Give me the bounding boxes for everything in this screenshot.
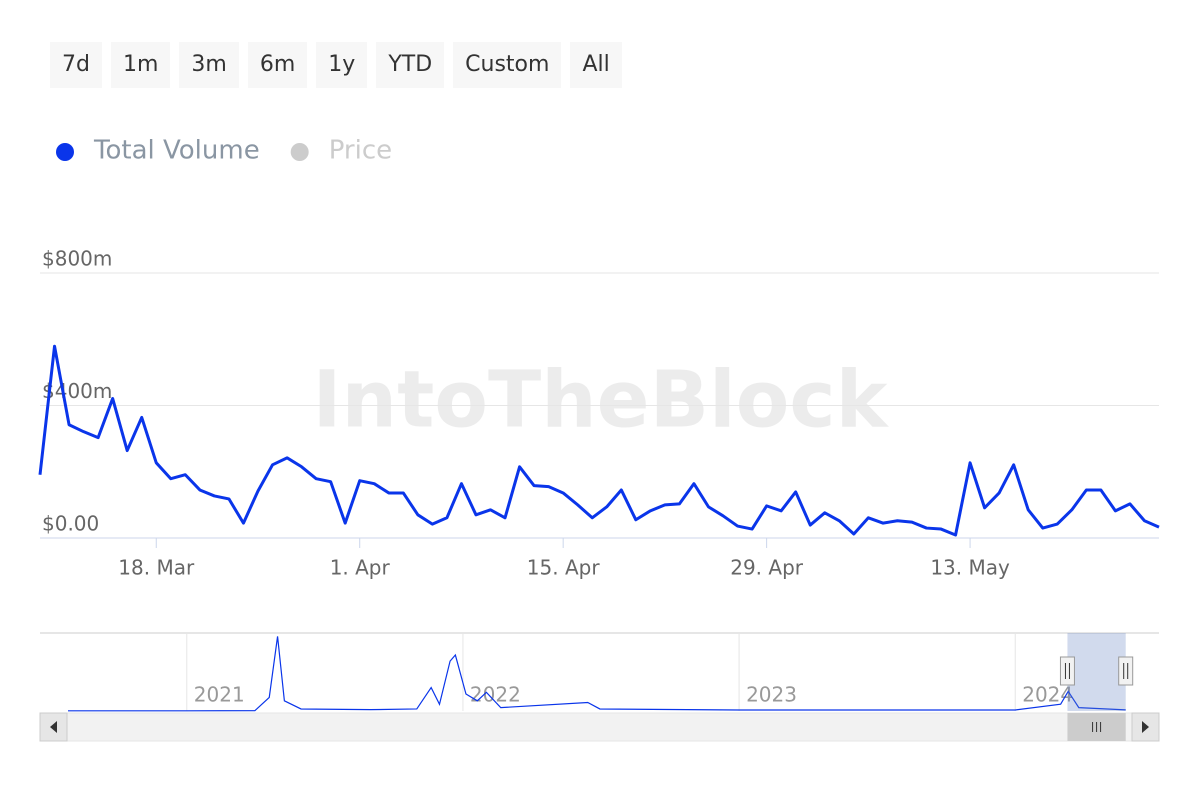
x-tick-label: 1. Apr [330, 556, 391, 580]
legend-label[interactable]: Total Volume [93, 136, 260, 166]
navigator-line [68, 636, 1126, 712]
range-button[interactable]: All [570, 42, 622, 88]
x-tick-label: 29. Apr [730, 556, 804, 580]
navigator-tick-label: 2022 [470, 683, 521, 707]
range-selector: 7d 1m 3m 6m 1y YTD Custom All [50, 42, 622, 88]
x-tick-label: 18. Mar [118, 556, 195, 580]
navigator-handle[interactable] [1118, 656, 1134, 686]
range-button[interactable]: 7d [50, 42, 102, 88]
navigator-mask[interactable] [1067, 633, 1126, 711]
x-tick-label: 15. Apr [527, 556, 601, 580]
y-tick-label: $400m [42, 379, 112, 403]
scrollbar-track [39, 712, 1160, 742]
x-tick-label: 13. May [930, 556, 1010, 580]
range-button[interactable]: 3m [179, 42, 239, 88]
arrow [50, 721, 57, 733]
range-button[interactable]: 1y [316, 42, 368, 88]
data-line [38, 344, 1160, 537]
range-button[interactable]: 1m [110, 42, 171, 88]
legend-marker [56, 143, 74, 161]
y-tick-label: $0.00 [42, 512, 99, 536]
arrow [1142, 721, 1149, 733]
range-button[interactable]: 6m [247, 42, 308, 88]
range-button[interactable]: Custom [453, 42, 562, 88]
range-button[interactable]: YTD [376, 42, 445, 88]
navigator-handle[interactable] [1059, 656, 1075, 686]
watermark: IntoTheBlock [313, 355, 890, 445]
navigator-tick-label: 2024 [1022, 683, 1073, 707]
navigator-tick-label: 2023 [746, 683, 797, 707]
navigator-tick-label: 2021 [194, 683, 245, 707]
y-tick-label: $800m [42, 247, 112, 271]
legend-label[interactable]: Price [329, 136, 392, 166]
legend-marker [290, 143, 309, 161]
